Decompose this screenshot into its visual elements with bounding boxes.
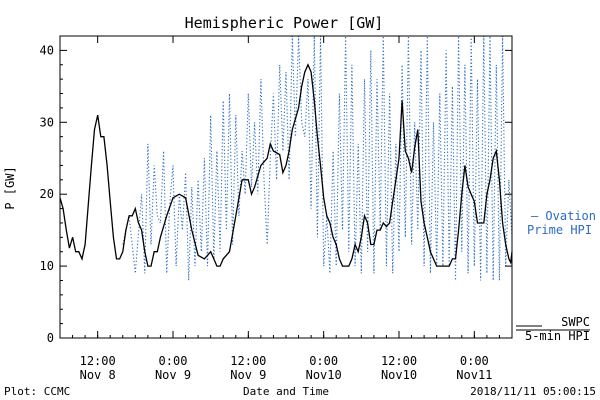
x-tick-label-date: Nov 9 xyxy=(155,368,191,382)
series-line-swpc xyxy=(59,63,513,267)
x-tick-label-date: Nov 8 xyxy=(80,368,116,382)
legend: — Ovation Prime HPI SWPC 5-min HPI xyxy=(516,209,596,343)
plot-timestamp: 2018/11/11 05:00:15 xyxy=(470,385,596,398)
x-tick-label-time: 0:00 xyxy=(159,354,188,368)
chart-title: Hemispheric Power [GW] xyxy=(185,14,384,32)
legend-ovation-line2: Prime HPI xyxy=(527,223,592,237)
y-tick-label: 20 xyxy=(40,187,54,201)
y-axis-label: P [GW] xyxy=(3,166,17,209)
legend-ovation-line1: — Ovation xyxy=(531,209,596,223)
y-tick-label: 0 xyxy=(47,331,54,345)
x-tick-label-date: Nov10 xyxy=(306,368,342,382)
x-tick-label-date: Nov10 xyxy=(381,368,417,382)
y-tick-label: 30 xyxy=(40,115,54,129)
y-tick-label: 10 xyxy=(40,259,54,273)
x-tick-label-time: 12:00 xyxy=(80,354,116,368)
plot-credit: Plot: CCMC xyxy=(4,385,70,398)
x-tick-label-time: 0:00 xyxy=(309,354,338,368)
legend-swpc-line2: 5-min HPI xyxy=(525,329,590,343)
series-layer xyxy=(59,35,513,281)
x-tick-label-time: 12:00 xyxy=(381,354,417,368)
series-line-ovation xyxy=(122,35,513,281)
x-tick-label-date: Nov 9 xyxy=(230,368,266,382)
x-axis-label: Date and Time xyxy=(243,385,329,398)
x-tick-label-time: 12:00 xyxy=(230,354,266,368)
legend-swpc-line1: SWPC xyxy=(561,315,590,329)
x-tick-label-date: Nov11 xyxy=(456,368,492,382)
y-tick-label: 40 xyxy=(40,43,54,57)
x-tick-label-time: 0:00 xyxy=(460,354,489,368)
